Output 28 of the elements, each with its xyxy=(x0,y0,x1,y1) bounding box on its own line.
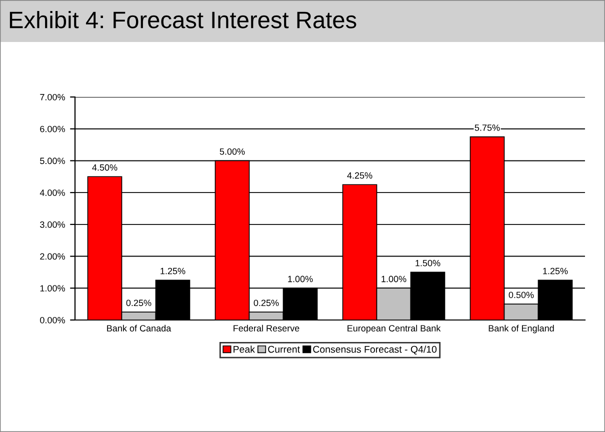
data-label: 5.00% xyxy=(220,148,245,155)
data-label: 4.25% xyxy=(347,172,372,179)
data-label: 1.50% xyxy=(416,260,440,266)
y-tick-label: 3.00% xyxy=(40,221,65,228)
x-tick-label: Federal Reserve xyxy=(234,324,300,332)
x-tick-label: Bank of England xyxy=(488,324,554,334)
data-label: 0.25% xyxy=(126,300,152,306)
y-tick-label: 0.00% xyxy=(40,316,65,324)
data-label: 1.00% xyxy=(288,276,313,282)
data-label: 0.25% xyxy=(254,300,279,306)
y-tick-label: 7.00% xyxy=(40,94,65,100)
legend-label: Peak xyxy=(234,346,255,353)
y-tick-label: 6.00% xyxy=(40,126,65,132)
y-tick-label: 5.00% xyxy=(40,158,65,164)
x-tick-label: Bank of Canada xyxy=(107,324,172,332)
y-tick-label: 4.00% xyxy=(40,190,65,196)
chart-title: Exhibit 4: Forecast Interest Rates xyxy=(10,10,356,28)
data-label: 1.00% xyxy=(382,276,406,282)
legend-label: Current xyxy=(268,346,300,353)
data-label: 0.50% xyxy=(508,292,534,298)
data-label: 1.25% xyxy=(543,268,568,274)
data-label: 4.50% xyxy=(92,164,118,171)
y-tick-label: 2.00% xyxy=(40,253,65,260)
data-label: 5.75% xyxy=(474,124,500,131)
data-label: 1.25% xyxy=(160,268,186,274)
legend-label: Consensus Forecast - Q4/10 xyxy=(313,346,437,354)
x-tick-label: European Central Bank xyxy=(348,324,441,334)
y-tick-label: 1.00% xyxy=(40,285,65,292)
